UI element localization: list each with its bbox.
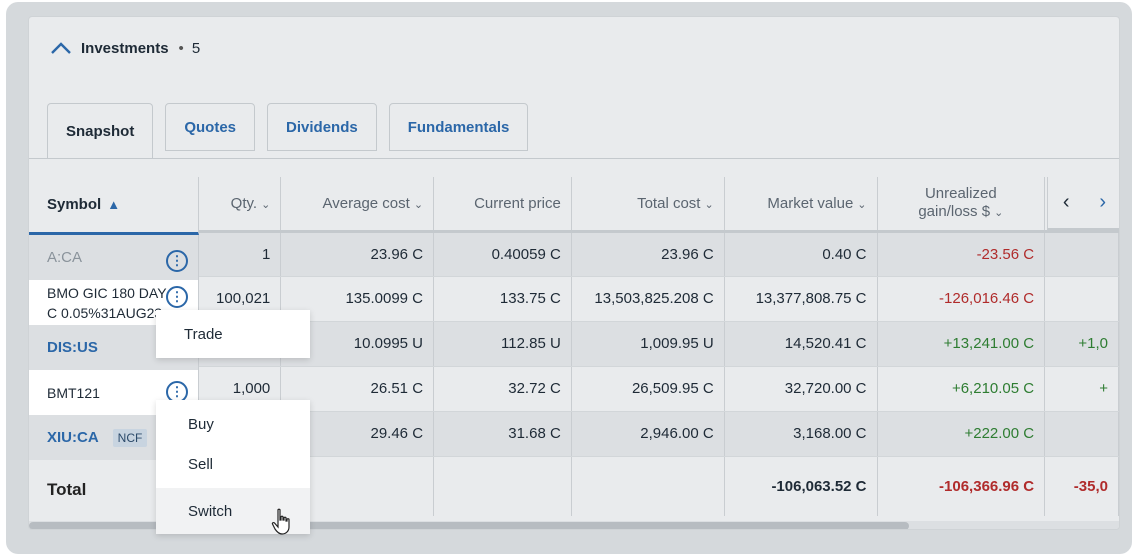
menu-item-trade[interactable]: Trade <box>184 325 223 343</box>
symbol-text: A:CA <box>47 249 83 266</box>
current-price-cell: 133.75 C <box>433 276 572 322</box>
more-options-icon[interactable]: ⋮ <box>166 250 188 272</box>
total-cost-cell: 23.96 C <box>571 231 725 277</box>
hand-cursor-icon <box>271 508 290 535</box>
total-extra: -35,0 <box>1044 456 1119 516</box>
total-cost-cell: 1,009.95 U <box>571 321 725 367</box>
extra-cell <box>1044 231 1119 277</box>
ncf-badge: NCF <box>112 428 148 447</box>
total-gain: -106,366.96 C <box>877 456 1046 516</box>
market-value-cell: 14,520.41 C <box>724 321 878 367</box>
symbol-link[interactable]: DIS:US <box>47 339 98 356</box>
symbol-text: BMO GIC 180 DAY C 0.05%31AUG23 <box>47 284 167 321</box>
chevron-down-icon: ⌄ <box>413 198 424 211</box>
market-value-header[interactable]: Market value ⌄ <box>724 177 878 233</box>
chevron-up-icon[interactable] <box>49 39 73 57</box>
symbol-cell: A:CA ⋮ <box>29 235 199 280</box>
total-cost-header[interactable]: Total cost ⌄ <box>571 177 725 233</box>
market-value-cell: 3,168.00 C <box>724 411 878 457</box>
separator-dot: • <box>178 39 184 57</box>
scrollbar-thumb[interactable] <box>29 522 909 529</box>
menu-item-buy[interactable]: Buy <box>188 415 214 433</box>
trade-menu: Trade <box>156 310 310 358</box>
gain-cell: -126,016.46 C <box>877 276 1046 322</box>
total-cost-cell: 13,503,825.208 C <box>571 276 725 322</box>
window-frame: Investments • 5 Snapshot Quotes Dividend… <box>6 2 1132 554</box>
avg-cost-cell: 26.51 C <box>280 366 435 412</box>
symbol-link[interactable]: XIU:CA <box>47 429 99 446</box>
qty-header[interactable]: Qty. ⌄ <box>197 177 282 233</box>
extra-cell: + <box>1044 366 1119 412</box>
symbol-cell: BMO GIC 180 DAY C 0.05%31AUG23 ⋮ <box>29 280 199 325</box>
market-value-cell: 32,720.00 C <box>724 366 878 412</box>
current-price-cell: 0.40059 C <box>433 231 572 277</box>
current-price-cell: 32.72 C <box>433 366 572 412</box>
gain-cell: +222.00 C <box>877 411 1046 457</box>
tab-bar: Snapshot Quotes Dividends Fundamentals <box>47 103 540 159</box>
chevron-down-icon: ⌄ <box>857 198 867 211</box>
chevron-down-icon: ⌄ <box>261 198 271 211</box>
section-title: Investments <box>81 39 169 57</box>
gain-cell: +13,241.00 C <box>877 321 1046 367</box>
avg-cost-cell: 23.96 C <box>280 231 435 277</box>
chevron-down-icon: ⌄ <box>994 206 1004 219</box>
current-price-header[interactable]: Current price <box>433 177 572 233</box>
symbol-text: BMT121 <box>47 384 100 401</box>
total-label: Total <box>47 480 87 499</box>
total-market-value: -106,063.52 C <box>724 456 878 516</box>
column-nav: ‹ › <box>1047 177 1119 231</box>
menu-item-sell[interactable]: Sell <box>188 455 214 473</box>
chevron-down-icon: ⌄ <box>704 198 714 211</box>
tab-dividends[interactable]: Dividends <box>267 103 377 151</box>
horizontal-scrollbar[interactable] <box>29 521 1119 529</box>
tab-snapshot[interactable]: Snapshot <box>47 103 154 159</box>
tab-fundamentals[interactable]: Fundamentals <box>388 103 529 151</box>
market-value-cell: 0.40 C <box>724 231 878 277</box>
symbol-header[interactable]: Symbol ▲ <box>29 177 199 235</box>
current-price-cell: 31.68 C <box>433 411 572 457</box>
qty-cell: 1 <box>197 231 282 277</box>
extra-cell: +1,0 <box>1044 321 1119 367</box>
tab-divider <box>29 158 1119 159</box>
total-cost-cell: 26,509.95 C <box>571 366 725 412</box>
gain-cell: -23.56 C <box>877 231 1046 277</box>
chevron-right-icon[interactable]: › <box>1099 191 1107 213</box>
gain-cell: +6,210.05 C <box>877 366 1046 412</box>
section-header[interactable]: Investments • 5 <box>49 39 200 57</box>
total-cost-cell: 2,946.00 C <box>571 411 725 457</box>
chevron-up-icon: ▲ <box>107 197 121 212</box>
current-price-cell: 112.85 U <box>433 321 572 367</box>
holdings-count: 5 <box>191 39 201 57</box>
more-options-icon[interactable]: ⋮ <box>166 286 188 308</box>
avg-cost-header[interactable]: Average cost ⌄ <box>280 177 435 233</box>
extra-cell <box>1044 411 1119 457</box>
chevron-left-icon[interactable]: ‹ <box>1062 191 1070 213</box>
extra-cell <box>1044 276 1119 322</box>
tab-quotes[interactable]: Quotes <box>165 103 256 151</box>
unrealized-header[interactable]: Unrealized gain/loss $ ⌄ <box>877 177 1046 233</box>
market-value-cell: 13,377,808.75 C <box>724 276 878 322</box>
